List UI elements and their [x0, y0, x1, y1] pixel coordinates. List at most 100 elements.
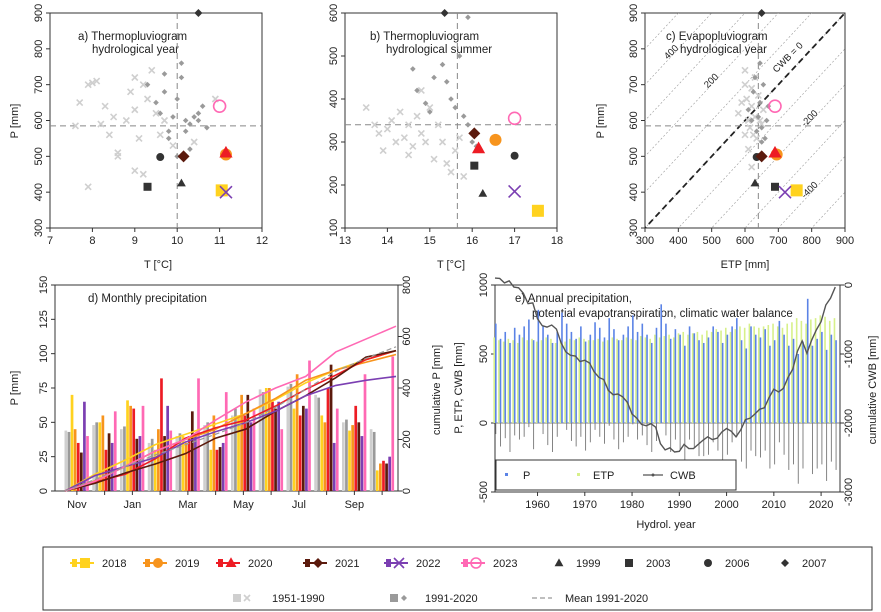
bar-2023 — [391, 356, 395, 491]
etp-bar — [786, 323, 789, 423]
p-bar — [835, 340, 837, 423]
panel-d-monthly-precipitation: d) Monthly precipitation P [mm] cumulati… — [9, 276, 443, 511]
point-2006 — [156, 153, 165, 162]
y2-tick-label: 200 — [401, 430, 413, 448]
x-tick-label: 18 — [551, 235, 563, 247]
legend-p-label: P — [523, 470, 530, 482]
point-2006 — [510, 151, 519, 160]
bar-2021 — [329, 364, 333, 491]
panel-e-title-line2: potential evapotranspiration, climatic w… — [532, 308, 793, 320]
point-1951-1990 — [97, 120, 105, 128]
point-1951-1990 — [388, 116, 396, 125]
legend-bar-2021 — [305, 559, 310, 567]
etp-bar — [592, 340, 595, 423]
point-1991-2020 — [195, 110, 202, 117]
x-tick-label: 2000 — [714, 499, 738, 511]
bar-2022 — [194, 436, 197, 491]
p-bar — [688, 326, 691, 423]
panel-a-title-line2: hydrological year — [92, 44, 179, 56]
y-tick-label: 0 — [478, 420, 490, 426]
point-1951-1990 — [447, 168, 455, 176]
legend-bar-2018 — [72, 559, 77, 567]
etp-bar — [833, 318, 836, 423]
etp-bar — [682, 331, 685, 423]
point-1951-1990 — [741, 81, 749, 89]
point-1991-2020 — [410, 66, 416, 72]
point-1951-1990 — [430, 155, 438, 163]
bar-2018 — [348, 430, 351, 491]
bar-hist2 — [95, 422, 99, 491]
point-1951-1990 — [84, 81, 92, 89]
point-1991-2020 — [762, 135, 768, 142]
x-tick-label: 500 — [702, 235, 720, 247]
bar-hist2 — [345, 419, 348, 491]
bar-2020 — [76, 442, 80, 491]
point-2023 — [507, 111, 522, 126]
bar-2021 — [274, 408, 277, 491]
x-tick-label: Nov — [67, 499, 87, 511]
etp-bar — [720, 330, 722, 423]
legend-bar-2022 — [386, 559, 391, 567]
bar-2022 — [277, 401, 281, 491]
bar-hist1 — [175, 436, 179, 491]
bar-2022 — [138, 436, 142, 491]
y2-tick-label: -2000 — [843, 409, 855, 437]
point-1951-1990 — [101, 102, 109, 110]
bar-2023 — [224, 392, 228, 491]
p-bar — [674, 329, 677, 423]
bar-2020 — [215, 449, 219, 491]
p-bar — [646, 334, 648, 423]
panel-b-title-line2: hydrological summer — [386, 44, 492, 56]
point-1951-1990 — [438, 138, 447, 146]
p-bar — [759, 337, 762, 423]
x-tick-label: 12 — [256, 235, 268, 247]
y2-tick-label: -3000 — [843, 478, 855, 506]
bar-2021 — [218, 447, 222, 491]
p-bar — [660, 304, 663, 423]
bar-2020 — [326, 388, 330, 491]
legend-marker-2019 — [153, 558, 163, 568]
p-bar — [726, 334, 729, 423]
point-1991-2020 — [165, 128, 172, 135]
bar-hist2 — [261, 392, 265, 491]
y-tick-label: 150 — [38, 276, 50, 294]
etp-bar — [795, 318, 798, 423]
legend-p-symbol — [505, 473, 508, 476]
p-bar — [698, 340, 700, 423]
point-1951-1990 — [375, 129, 383, 137]
bar-2019 — [379, 463, 382, 491]
bar-2019 — [101, 415, 105, 491]
point-2021 — [755, 150, 768, 163]
point-1991-2020 — [465, 14, 471, 21]
bar-2018 — [209, 449, 213, 491]
bar-hist2 — [67, 431, 71, 491]
panel-e-legend: P ETP CWB — [495, 459, 737, 491]
legend-label-1999: 1999 — [576, 558, 600, 570]
cumulative-line-2021 — [64, 349, 397, 492]
legend-bar-2023 — [463, 559, 468, 567]
p-bar — [617, 340, 620, 423]
panel-e-annual-balance: e) Annual precipitation, potential evapo… — [453, 273, 879, 531]
y-tick-label: 600 — [33, 111, 45, 129]
y2-tick-label: 800 — [401, 276, 413, 294]
y2-tick-label: 0 — [401, 488, 413, 494]
p-bar — [825, 349, 828, 423]
point-2023 — [768, 99, 782, 113]
bar-2019 — [323, 422, 327, 491]
point-1951-1990 — [455, 134, 464, 142]
point-1951-1990 — [105, 131, 113, 139]
point-1951-1990 — [754, 91, 762, 99]
legend-frame — [42, 546, 873, 611]
p-bar — [773, 340, 776, 423]
point-2022 — [219, 185, 233, 199]
x-tick-label: 9 — [132, 235, 138, 247]
p-bar — [750, 326, 752, 423]
etp-bar — [545, 337, 547, 423]
bar-2022 — [221, 442, 225, 491]
bar-2023 — [141, 405, 145, 491]
etp-bar — [611, 337, 614, 423]
point-1951-1990 — [131, 167, 139, 175]
point-1951-1990 — [148, 66, 156, 74]
panel-b-thermopluviogram-summer: b) Thermopluviogram hydrological summer … — [328, 4, 563, 271]
point-2021 — [177, 150, 190, 163]
